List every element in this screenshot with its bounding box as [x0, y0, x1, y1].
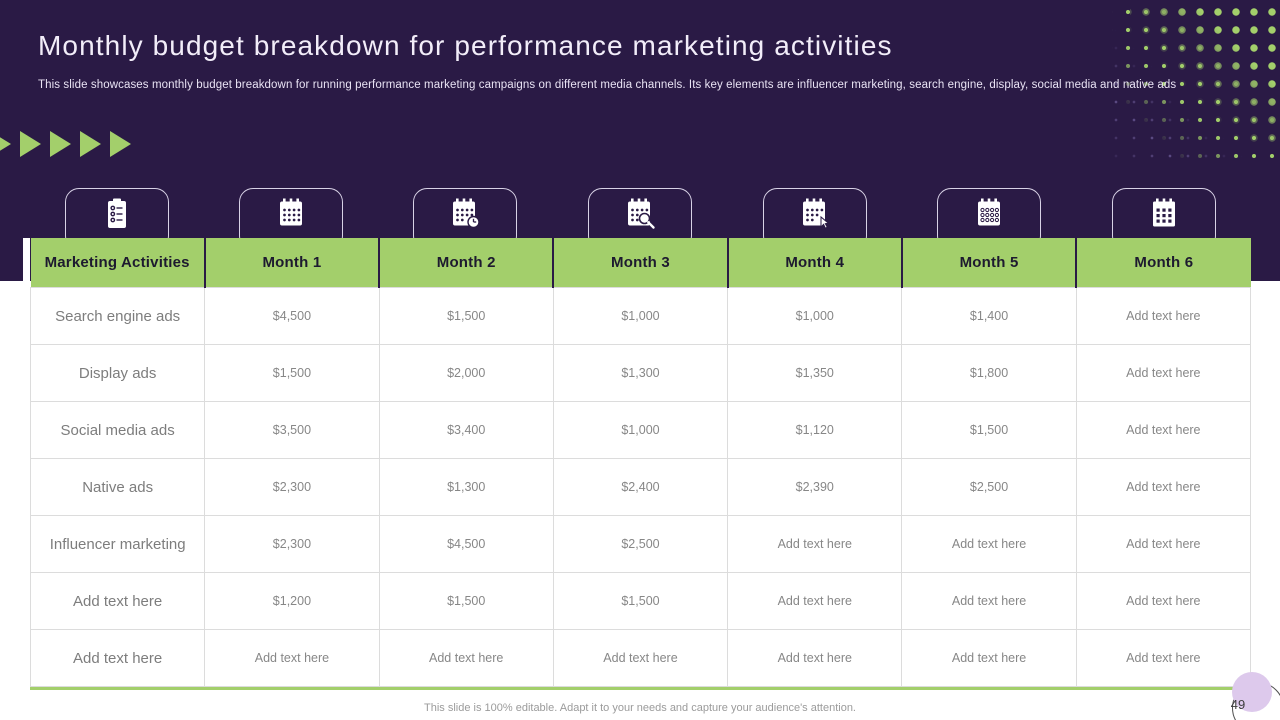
- budget-cell: $1,500: [378, 287, 554, 345]
- column-header: Marketing Activities: [30, 238, 205, 288]
- arrow-triangle: [50, 131, 71, 157]
- column-header: Month 6: [1075, 238, 1251, 288]
- calendar-grid-icon: [1153, 198, 1175, 227]
- arrow-triangle: [0, 131, 11, 157]
- budget-cell: $1,300: [552, 344, 729, 402]
- page-title: Monthly budget breakdown for performance…: [38, 30, 893, 61]
- tab-month-4: [763, 188, 867, 250]
- budget-cell: Add text here: [378, 629, 554, 687]
- title-band: [0, 0, 1280, 281]
- budget-cell: Add text here: [1075, 572, 1252, 630]
- budget-cell: Add text here: [1075, 458, 1252, 516]
- budget-cell: $2,500: [552, 515, 729, 573]
- budget-cell: $2,300: [204, 458, 380, 516]
- budget-cell: $1,500: [204, 344, 380, 402]
- calendar-icon: [280, 198, 302, 226]
- calendar-pointer-icon: [803, 198, 830, 229]
- budget-cell: Add text here: [727, 572, 903, 630]
- budget-cell: $1,300: [378, 458, 554, 516]
- table-row: Add text here $1,200 $1,500 $1,500 Add text …: [29, 572, 1252, 630]
- budget-cell: Add text here: [1075, 287, 1252, 345]
- row-label: Social media ads: [29, 401, 206, 459]
- budget-cell: Add text here: [1075, 401, 1252, 459]
- clipboard-checklist-icon: [108, 198, 126, 228]
- budget-cell: Add text here: [901, 572, 1077, 630]
- column-header: Month 4: [726, 238, 902, 288]
- row-label: Native ads: [29, 458, 206, 516]
- footer-note: This slide is 100% editable. Adapt it to…: [424, 702, 856, 714]
- budget-cell: $1,350: [727, 344, 903, 402]
- budget-cell: $1,500: [552, 572, 729, 630]
- calendar-clock-icon: [453, 198, 480, 229]
- budget-cell: Add text here: [901, 515, 1077, 573]
- budget-cell: $1,800: [901, 344, 1077, 402]
- chevron-arrows: [0, 131, 140, 157]
- budget-cell: $1,000: [552, 287, 729, 345]
- budget-cell: $1,500: [901, 401, 1077, 459]
- budget-cell: $2,400: [552, 458, 729, 516]
- budget-cell: $4,500: [204, 287, 380, 345]
- budget-cell: $1,000: [552, 401, 729, 459]
- tab-month-2: [413, 188, 517, 250]
- budget-cell: $2,390: [727, 458, 903, 516]
- budget-cell: Add text here: [901, 629, 1077, 687]
- budget-cell: $1,200: [204, 572, 380, 630]
- arrow-triangle: [80, 131, 101, 157]
- calendar-search-icon: [628, 198, 655, 229]
- table-header-row: Marketing Activities Month 1 Month 2 Month …: [30, 238, 1251, 288]
- budget-cell: $1,400: [901, 287, 1077, 345]
- row-label: Influencer marketing: [29, 515, 206, 573]
- column-header: Month 5: [900, 238, 1077, 288]
- column-header: Month 3: [552, 238, 728, 288]
- band-notch: [23, 238, 30, 281]
- arrow-triangle: [110, 131, 131, 157]
- page-number: 49: [1230, 697, 1246, 712]
- row-label: Add text here: [29, 629, 206, 687]
- table-row: Influencer marketing $2,300 $4,500 $2,500 Ad…: [29, 515, 1252, 573]
- budget-cell: Add text here: [727, 515, 903, 573]
- tab-month-3: [588, 188, 692, 250]
- table-row: Search engine ads $4,500 $1,500 $1,000 $1,00…: [29, 287, 1252, 345]
- budget-cell: $1,120: [727, 401, 903, 459]
- arrow-triangle: [20, 131, 41, 157]
- budget-cell: Add text here: [1075, 344, 1252, 402]
- column-header: Month 2: [378, 238, 554, 288]
- calendar-circles-icon: [978, 198, 1000, 226]
- budget-cell: Add text here: [552, 629, 729, 687]
- budget-cell: $2,300: [204, 515, 380, 573]
- column-header: Month 1: [203, 238, 380, 288]
- budget-cell: $2,500: [901, 458, 1077, 516]
- page-subtitle: This slide showcases monthly budget brea…: [38, 79, 1177, 91]
- budget-cell: Add text here: [1075, 515, 1252, 573]
- row-label: Add text here: [29, 572, 206, 630]
- budget-cell: Add text here: [727, 629, 903, 687]
- budget-cell: $3,400: [378, 401, 554, 459]
- budget-cell: $3,500: [204, 401, 380, 459]
- budget-cell: Add text here: [1075, 629, 1252, 687]
- row-label: Search engine ads: [29, 287, 206, 345]
- table-row: Display ads $1,500 $2,000 $1,300 $1,350 $1,80…: [29, 344, 1252, 402]
- row-label: Display ads: [29, 344, 206, 402]
- table-row: Social media ads $3,500 $3,400 $1,000 $1,120…: [29, 401, 1252, 459]
- budget-cell: $2,000: [378, 344, 554, 402]
- table-row: Add text here Add text here Add text here A…: [29, 629, 1252, 687]
- budget-cell: $1,000: [727, 287, 903, 345]
- budget-cell: $4,500: [378, 515, 554, 573]
- budget-table: Marketing Activities Month 1 Month 2 Month …: [29, 238, 1252, 690]
- budget-cell: $1,500: [378, 572, 554, 630]
- budget-cell: Add text here: [204, 629, 380, 687]
- lavender-dot: [1232, 672, 1272, 712]
- table-row: Native ads $2,300 $1,300 $2,400 $2,390 $2,500…: [29, 458, 1252, 516]
